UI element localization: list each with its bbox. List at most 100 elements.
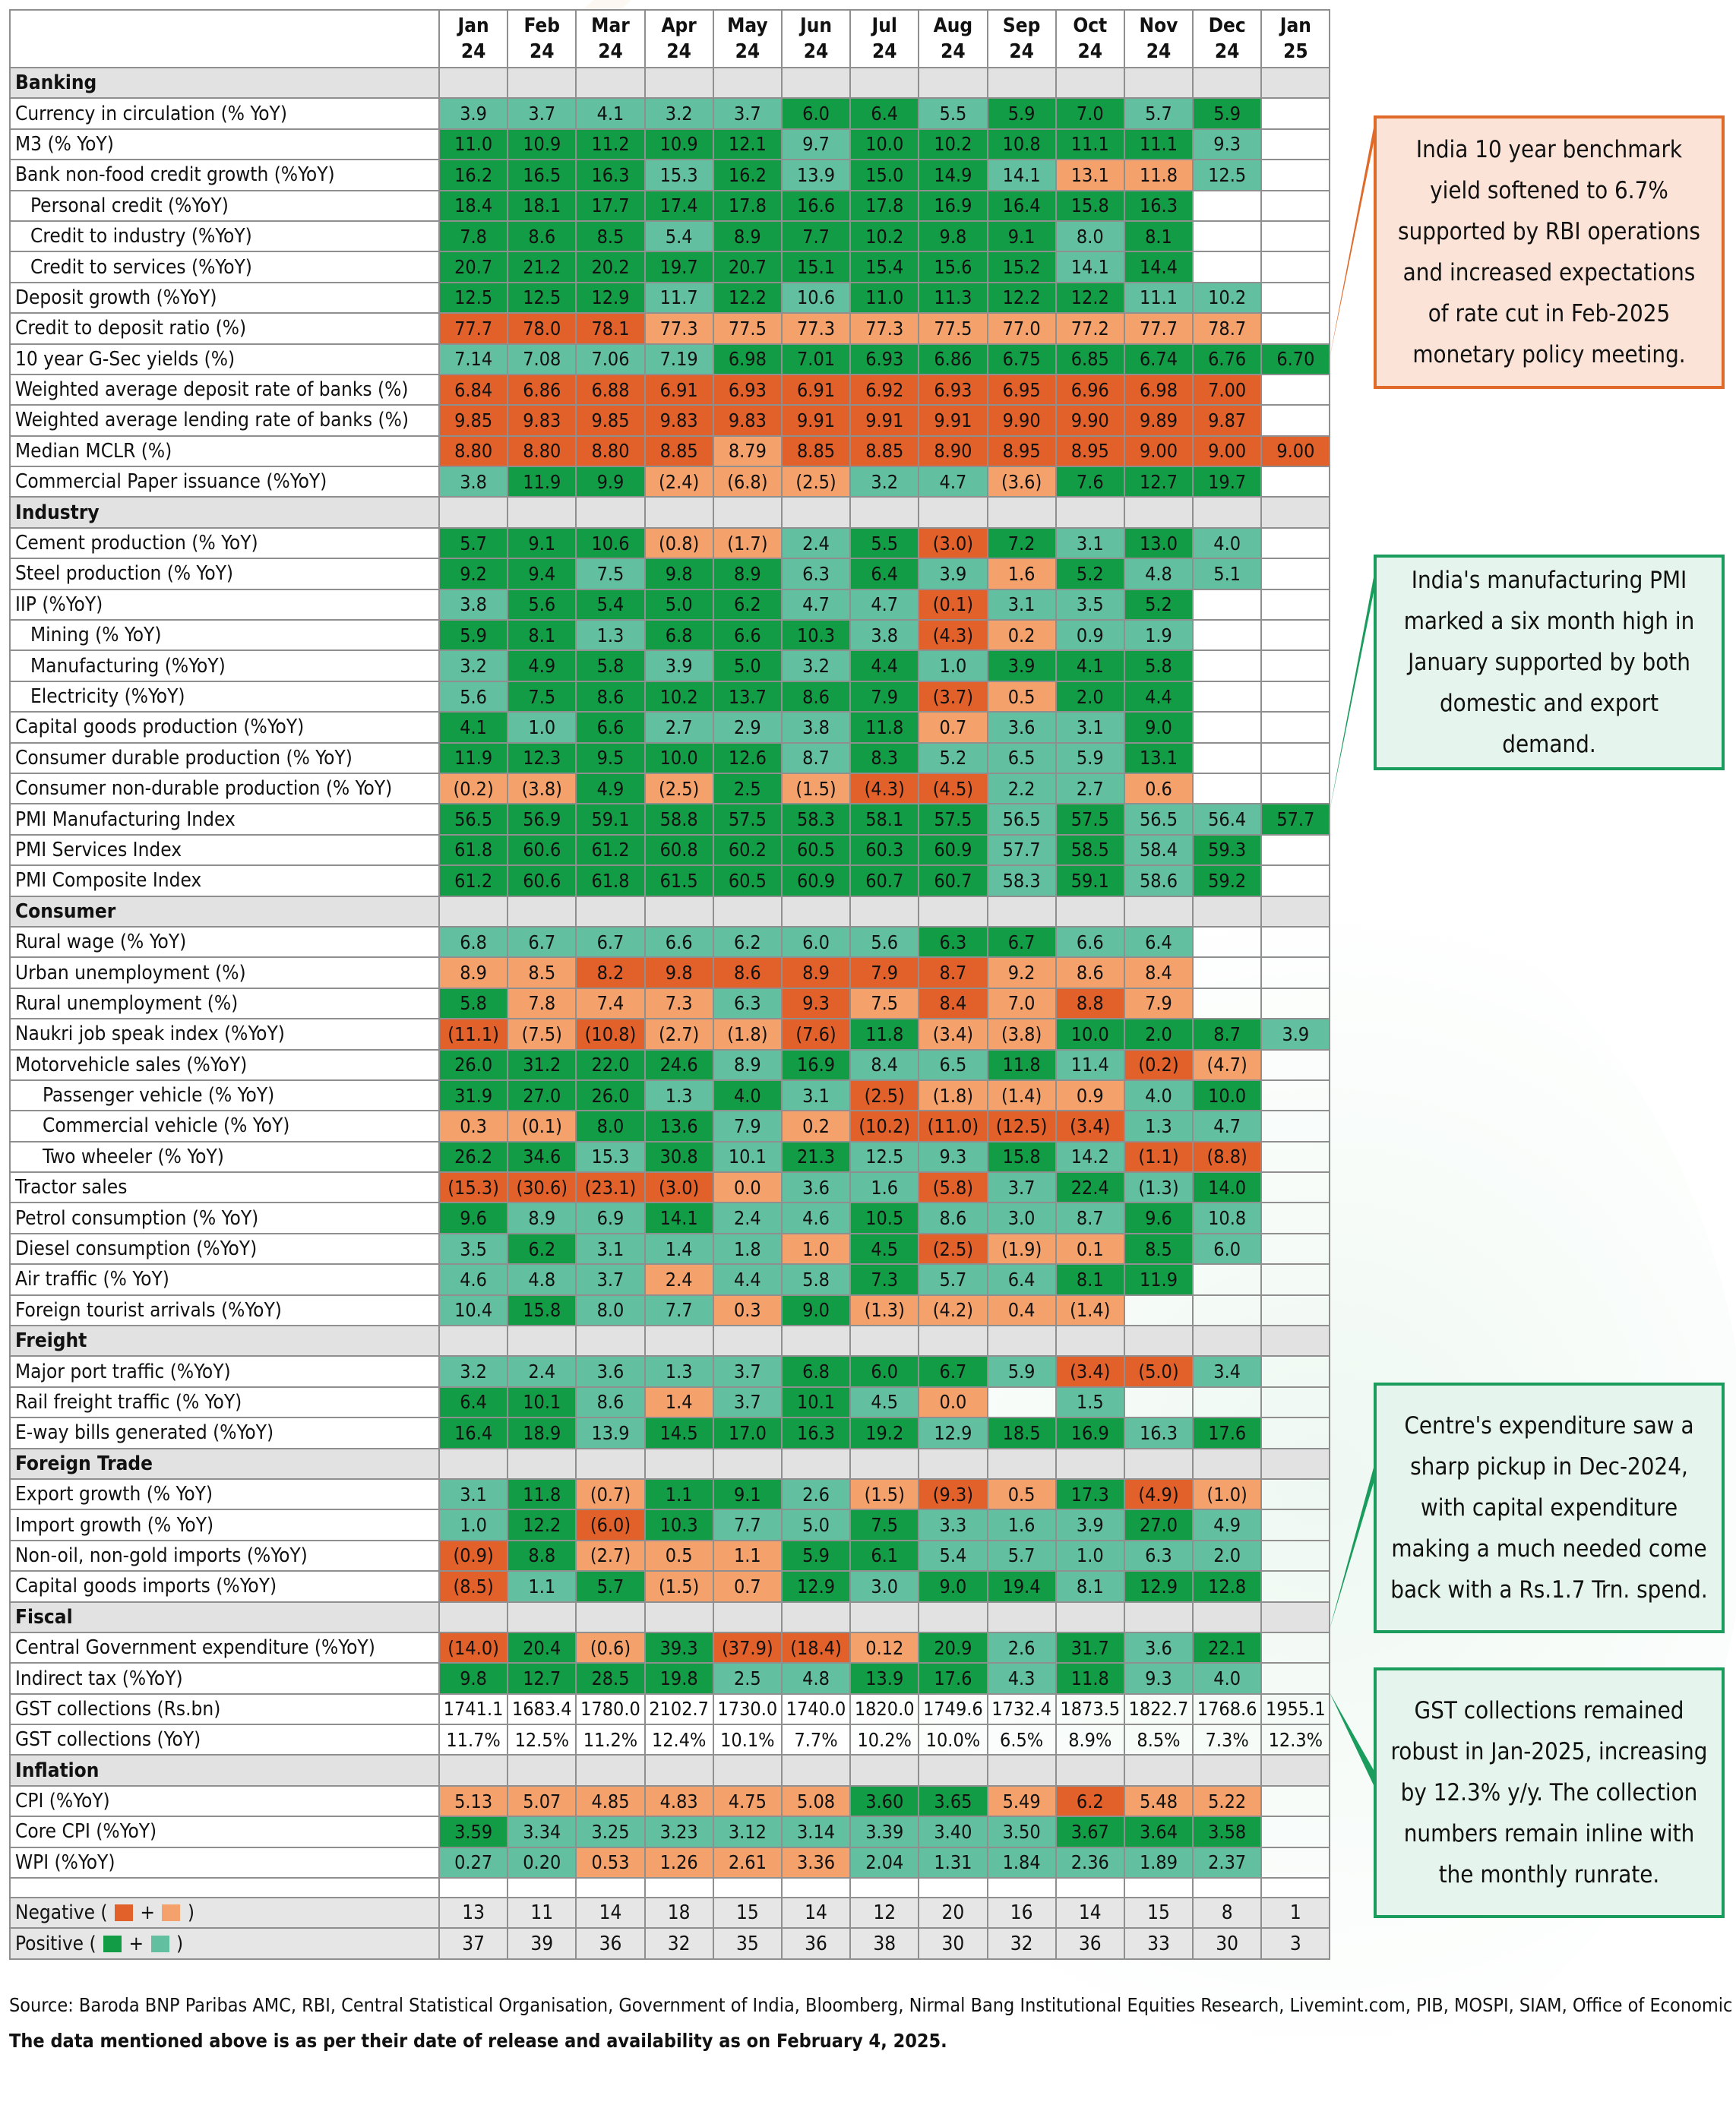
count-label: Negative ( + ) bbox=[9, 1897, 440, 1929]
value-cell: 12.5 bbox=[1192, 159, 1263, 191]
section-cell bbox=[438, 1601, 509, 1633]
value-cell: 16.6 bbox=[780, 189, 852, 222]
section-cell bbox=[918, 1754, 988, 1787]
value-cell: 20.2 bbox=[575, 251, 646, 283]
value-cell: 7.9 bbox=[849, 956, 920, 989]
value-cell: 9.7 bbox=[780, 128, 852, 161]
value-cell: (4.9) bbox=[1123, 1478, 1194, 1511]
value-cell bbox=[1260, 159, 1331, 191]
value-cell: 11.7% bbox=[438, 1724, 509, 1756]
value-cell: 7.2 bbox=[986, 526, 1057, 560]
value-cell: (0.7) bbox=[575, 1478, 646, 1511]
value-cell: 3.1 bbox=[1055, 526, 1125, 560]
value-cell: 11.1 bbox=[1055, 128, 1125, 161]
value-cell: 10.0% bbox=[918, 1724, 988, 1756]
value-cell: 5.1 bbox=[1192, 558, 1263, 590]
value-cell: 1.3 bbox=[1123, 1110, 1194, 1143]
value-cell: 1.26 bbox=[643, 1846, 714, 1879]
value-cell: 6.76 bbox=[1192, 343, 1263, 375]
value-cell: 3.64 bbox=[1123, 1816, 1194, 1848]
value-cell: 4.9 bbox=[575, 772, 646, 805]
value-cell: (8.8) bbox=[1192, 1140, 1263, 1174]
value-cell: 15.4 bbox=[849, 251, 920, 283]
header-label-cell bbox=[9, 9, 440, 68]
value-cell: (0.6) bbox=[575, 1631, 646, 1664]
value-cell: 4.7 bbox=[918, 466, 988, 498]
value-cell: (1.3) bbox=[849, 1294, 920, 1327]
value-cell: 4.4 bbox=[1123, 680, 1194, 713]
value-cell: 14.1 bbox=[986, 159, 1057, 191]
value-cell: 57.5 bbox=[712, 803, 783, 836]
section-cell bbox=[780, 1601, 852, 1633]
value-cell: 8.9 bbox=[507, 1202, 577, 1234]
value-cell: 58.3 bbox=[986, 864, 1057, 897]
value-cell: 5.2 bbox=[1123, 588, 1194, 621]
indicator-row: Indirect tax (%YoY) 9.8 12.7 28.5 19.8 2.5 4.8… bbox=[9, 1662, 1331, 1695]
value-cell: 3.25 bbox=[575, 1816, 646, 1848]
value-cell: 7.0 bbox=[986, 987, 1057, 1020]
value-cell: 6.5 bbox=[918, 1048, 988, 1081]
value-cell: 2.4 bbox=[643, 1263, 714, 1296]
value-cell bbox=[1260, 1417, 1331, 1449]
value-cell: 8.7 bbox=[918, 956, 988, 989]
section-row: Consumer bbox=[9, 895, 1331, 928]
value-cell: 3.7 bbox=[986, 1171, 1057, 1204]
value-cell: 11.1 bbox=[1123, 281, 1194, 314]
value-cell: 9.1 bbox=[507, 526, 577, 560]
value-cell: 16.3 bbox=[1123, 189, 1194, 222]
value-cell: 1.6 bbox=[986, 558, 1057, 590]
date-footnote: The data mentioned above is as per their… bbox=[9, 2030, 947, 2052]
spacer-cell bbox=[918, 1877, 988, 1899]
value-cell: 3.1 bbox=[575, 1232, 646, 1266]
section-cell bbox=[712, 1447, 783, 1480]
indicator-row: Core CPI (%YoY) 3.59 3.34 3.25 3.23 3.12 3.14 3… bbox=[9, 1816, 1331, 1848]
value-cell: 16.5 bbox=[507, 159, 577, 191]
value-cell: 8.5 bbox=[1123, 1232, 1194, 1266]
month-header: Jun 24 bbox=[780, 9, 852, 68]
indicator-label: Diesel consumption (%YoY) bbox=[9, 1232, 440, 1266]
value-cell: 1683.4 bbox=[507, 1692, 577, 1726]
value-cell: 2102.7 bbox=[643, 1692, 714, 1726]
value-cell: 0.5 bbox=[643, 1539, 714, 1572]
value-cell bbox=[1260, 97, 1331, 130]
count-cell: 32 bbox=[986, 1927, 1057, 1960]
value-cell: 19.7 bbox=[643, 251, 714, 283]
value-cell: (0.9) bbox=[438, 1539, 509, 1572]
section-cell bbox=[712, 1325, 783, 1357]
value-cell: 6.0 bbox=[849, 1355, 920, 1388]
value-cell: 16.2 bbox=[438, 159, 509, 191]
value-cell: 16.9 bbox=[1055, 1417, 1125, 1449]
value-cell: 11.9 bbox=[1123, 1263, 1194, 1296]
value-cell: 60.6 bbox=[507, 833, 577, 867]
value-cell: 1780.0 bbox=[575, 1692, 646, 1726]
value-cell: 3.65 bbox=[918, 1784, 988, 1818]
value-cell bbox=[986, 1386, 1057, 1419]
value-cell: 12.7 bbox=[507, 1662, 577, 1695]
value-cell: 7.7 bbox=[780, 220, 852, 253]
value-cell: 5.9 bbox=[1192, 97, 1263, 130]
value-cell: (11.0) bbox=[918, 1110, 988, 1143]
value-cell: 9.83 bbox=[507, 404, 577, 437]
value-cell: 56.5 bbox=[438, 803, 509, 836]
indicator-label: Personal credit (%YoY) bbox=[9, 189, 440, 222]
indicator-label: WPI (%YoY) bbox=[9, 1846, 440, 1879]
count-cell: 39 bbox=[507, 1927, 577, 1960]
indicator-label: Tractor sales bbox=[9, 1171, 440, 1204]
month-header: Mar 24 bbox=[575, 9, 646, 68]
indicator-label: Petrol consumption (% YoY) bbox=[9, 1202, 440, 1234]
section-cell bbox=[507, 1325, 577, 1357]
value-cell: 11.2 bbox=[575, 128, 646, 161]
month-header: Dec 24 bbox=[1192, 9, 1263, 68]
section-cell bbox=[643, 1754, 714, 1787]
indicator-row: Urban unemployment (%) 8.9 8.5 8.2 9.8 8.6 8.9… bbox=[9, 956, 1331, 989]
value-cell: 13.9 bbox=[575, 1417, 646, 1449]
value-cell bbox=[1192, 956, 1263, 989]
indicator-row: Credit to deposit ratio (%) 77.7 78.0 78.1 7… bbox=[9, 312, 1331, 345]
value-cell: (10.2) bbox=[849, 1110, 920, 1143]
value-cell: 9.8 bbox=[643, 558, 714, 590]
value-cell: 7.7 bbox=[712, 1509, 783, 1541]
value-cell: 6.7 bbox=[575, 925, 646, 959]
value-cell bbox=[1260, 558, 1331, 590]
value-cell bbox=[1192, 741, 1263, 774]
value-cell: 6.88 bbox=[575, 373, 646, 406]
